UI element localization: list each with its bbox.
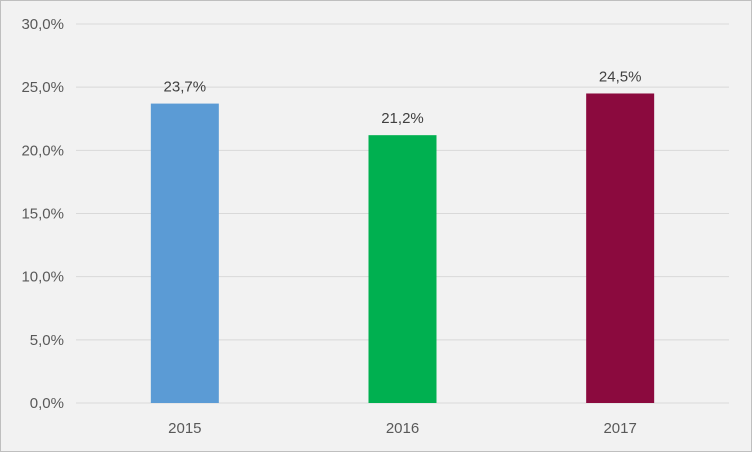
y-tick-label: 0,0%	[30, 395, 64, 412]
x-tick-label: 2016	[386, 420, 419, 437]
y-tick-label: 5,0%	[30, 332, 64, 349]
y-tick-label: 10,0%	[21, 269, 64, 286]
bar-2016	[368, 135, 437, 403]
y-tick-label: 25,0%	[21, 79, 64, 96]
data-label: 23,7%	[164, 79, 207, 96]
data-label: 24,5%	[599, 68, 642, 85]
y-tick-label: 20,0%	[21, 142, 64, 159]
y-tick-label: 15,0%	[21, 206, 64, 223]
bar-2015	[150, 103, 219, 403]
data-labels: 23,7% 21,2% 24,5%	[164, 68, 642, 127]
x-tick-label: 2015	[168, 420, 201, 437]
x-axis-ticks: 2015 2016 2017	[168, 420, 637, 437]
y-axis-ticks: 0,0% 5,0% 10,0% 15,0% 20,0% 25,0% 30,0%	[21, 16, 64, 412]
x-tick-label: 2017	[603, 420, 636, 437]
y-tick-label: 30,0%	[21, 16, 64, 33]
bars	[150, 93, 655, 403]
data-label: 21,2%	[381, 110, 424, 127]
bar-2017	[586, 93, 655, 403]
